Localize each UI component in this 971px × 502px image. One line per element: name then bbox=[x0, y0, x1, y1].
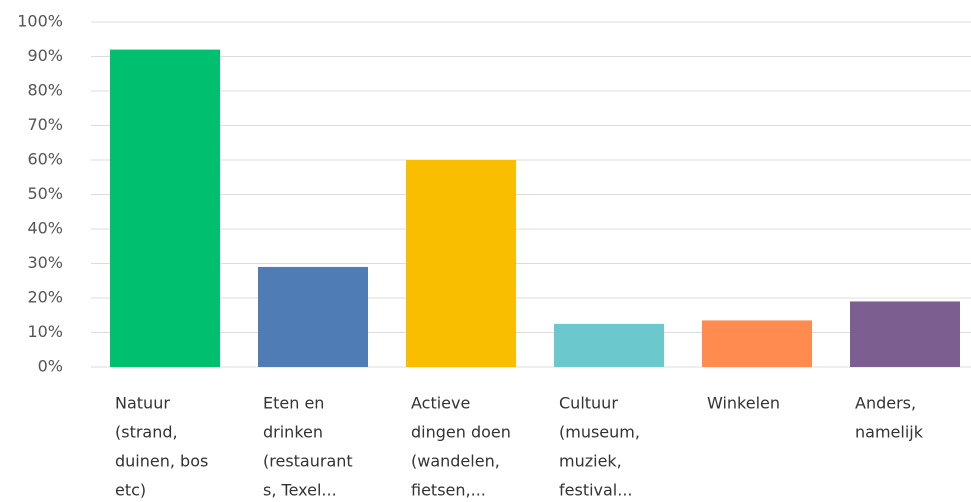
x-tick-label: Eten en bbox=[263, 394, 324, 413]
x-tick-label: fietsen,... bbox=[411, 481, 486, 500]
x-tick-label: (wandelen, bbox=[411, 452, 500, 471]
x-tick-label: s, Texel... bbox=[263, 481, 337, 500]
x-tick-label: (restaurant bbox=[263, 452, 353, 471]
x-tick-label: duinen, bos bbox=[115, 452, 208, 471]
bar bbox=[554, 323, 664, 367]
y-tick-label: 100% bbox=[17, 12, 63, 31]
bar bbox=[258, 266, 368, 367]
x-tick-label: namelijk bbox=[855, 423, 924, 442]
x-tick-label: Natuur bbox=[115, 394, 170, 413]
y-tick-label: 90% bbox=[27, 46, 63, 65]
y-tick-label: 30% bbox=[27, 253, 63, 272]
y-tick-label: 60% bbox=[27, 150, 63, 169]
y-tick-label: 50% bbox=[27, 184, 63, 203]
x-tick-label: (museum, bbox=[559, 423, 640, 442]
x-tick-label: Anders, bbox=[855, 394, 916, 413]
bar bbox=[406, 160, 516, 367]
x-tick-label: Cultuur bbox=[559, 394, 618, 413]
x-tick-label: etc) bbox=[115, 481, 146, 500]
x-tick-label: festival... bbox=[559, 481, 633, 500]
bar bbox=[110, 49, 220, 367]
y-tick-label: 10% bbox=[27, 322, 63, 341]
x-tick-label: (strand, bbox=[115, 423, 178, 442]
bar bbox=[702, 320, 812, 367]
bar bbox=[850, 301, 960, 367]
x-tick-label: muziek, bbox=[559, 452, 622, 471]
y-tick-label: 40% bbox=[27, 219, 63, 238]
y-tick-label: 70% bbox=[27, 115, 63, 134]
x-tick-label: Actieve bbox=[411, 394, 470, 413]
y-tick-label: 0% bbox=[38, 357, 63, 376]
y-tick-label: 20% bbox=[27, 288, 63, 307]
x-tick-label: drinken bbox=[263, 423, 323, 442]
y-tick-label: 80% bbox=[27, 81, 63, 100]
x-tick-label: dingen doen bbox=[411, 423, 511, 442]
x-tick-label: Winkelen bbox=[707, 394, 780, 413]
